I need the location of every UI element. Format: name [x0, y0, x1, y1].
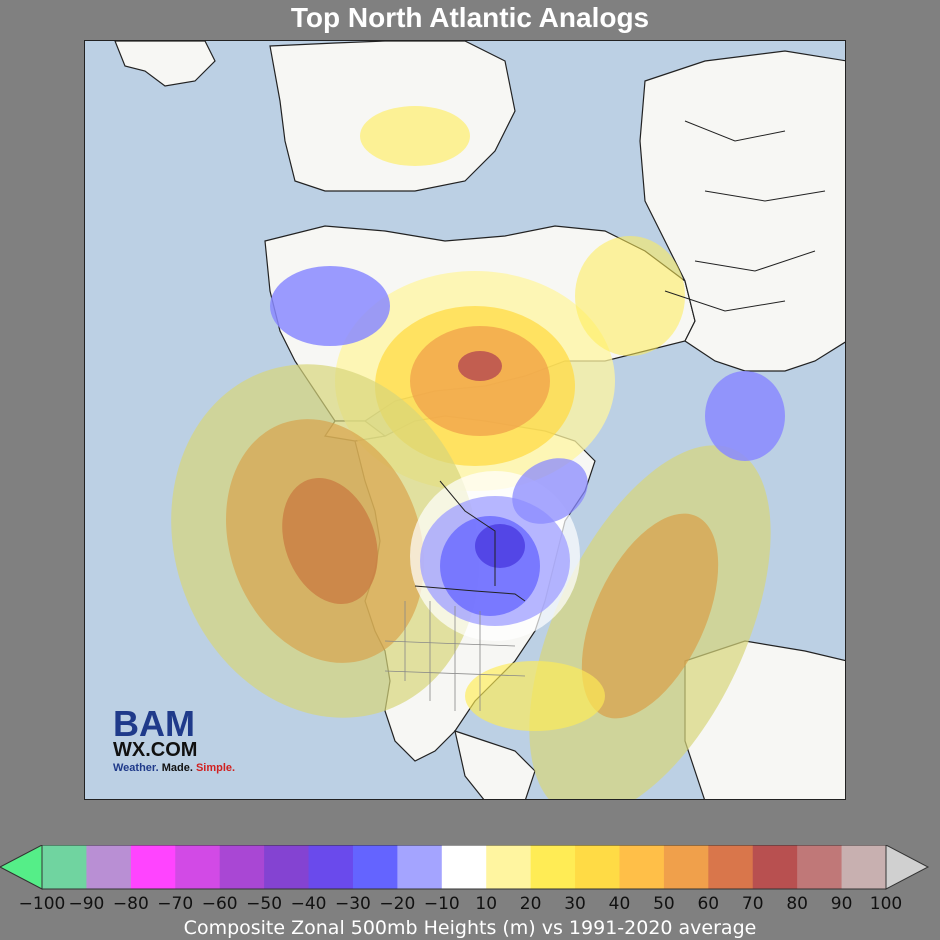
anomaly-map: BAM WX.COM Weather. Made. Simple.	[84, 40, 846, 800]
logo-tagline: Weather. Made. Simple.	[113, 762, 235, 774]
positive-anomalies	[171, 106, 771, 799]
logo-site: WX.COM	[113, 739, 197, 761]
colorbar-tick-label: −70	[157, 894, 194, 914]
colorbar-tick-label: −40	[290, 894, 327, 914]
colorbar-cell	[175, 845, 221, 889]
colorbar-cell	[397, 845, 443, 889]
canada-province-line	[439, 480, 496, 586]
bam-logo-graphic: BAM WX.COM Weather. Made. Simple.	[113, 703, 235, 774]
colorbar-cell	[575, 845, 620, 889]
colorbar-cell	[619, 845, 665, 889]
anomaly-hudson-40	[475, 524, 525, 568]
logo-brand: BAM	[113, 703, 195, 744]
colorbar-cell	[264, 845, 310, 889]
us-state-lines	[384, 601, 526, 711]
logo-tagline-weather: Weather.	[113, 762, 162, 774]
colorbar-cell	[486, 845, 532, 889]
colorbar-tick-label: −90	[68, 894, 105, 914]
anomaly-europe-10	[575, 236, 685, 356]
anomaly-greenland-10	[360, 106, 470, 166]
colorbar-tick-label: −100	[18, 894, 66, 914]
colorbar-cell	[708, 845, 754, 889]
colorbar-tick-label: 70	[741, 894, 764, 914]
colorbar-tick-label: 60	[697, 894, 720, 914]
negative-anomalies	[270, 266, 785, 641]
logo-tagline-made: Made.	[162, 762, 196, 774]
colorbar-tick-label: 10	[475, 894, 498, 914]
colorbar-cell	[308, 845, 354, 889]
colorbar-cell	[841, 845, 887, 889]
colorbar-tick-label: 20	[519, 894, 542, 914]
colorbar-low-extend	[0, 845, 43, 890]
anomaly-asia-20	[705, 371, 785, 461]
colorbar-cell	[797, 845, 843, 889]
colorbar-tick-label: −50	[246, 894, 283, 914]
colorbar-tick-label: 50	[653, 894, 675, 914]
bam-logo: BAM WX.COM Weather. Made. Simple.	[113, 701, 243, 776]
colorbar-tick-label: −80	[112, 894, 149, 914]
borders	[414, 120, 826, 602]
colorbar-cell	[663, 845, 709, 889]
arctic-islands	[114, 41, 216, 87]
colorbar-tick-label: 40	[608, 894, 631, 914]
logo-tagline-simple: Simple.	[196, 762, 235, 774]
colorbar-cell	[752, 845, 798, 889]
colorbar-cells	[41, 845, 887, 890]
anomaly-atlantic-30	[581, 513, 719, 719]
colorbar-high-extend	[885, 845, 930, 890]
colorbar	[0, 845, 930, 890]
anomaly-se-us-20	[465, 661, 605, 731]
anomaly-hudson-arm	[512, 458, 588, 524]
colorbar-tick-label: 30	[564, 894, 586, 914]
colorbar-cell	[130, 845, 176, 889]
colorbar-tick-label: −60	[201, 894, 238, 914]
anomaly-pacific-50	[282, 478, 378, 604]
colorbar-cell	[86, 845, 132, 889]
map-canvas	[85, 41, 845, 799]
central-america	[454, 730, 536, 799]
anomaly-arctic-70	[458, 351, 502, 381]
colorbar-caption: Composite Zonal 500mb Heights (m) vs 199…	[183, 917, 757, 939]
colorbar-tick-label: −30	[334, 894, 371, 914]
colorbar-cell	[530, 845, 576, 889]
colorbar-tick-label: −10	[423, 894, 460, 914]
colorbar-cell	[219, 845, 265, 889]
colorbar-cell	[441, 845, 487, 889]
europe-borders	[664, 120, 826, 312]
colorbar-tick-label: 80	[786, 894, 808, 914]
colorbar-cell	[42, 845, 87, 889]
anomaly-siberia-20	[270, 266, 390, 346]
europe	[639, 50, 845, 372]
map-title: Top North Atlantic Analogs	[290, 2, 650, 33]
colorbar-tick-label: −20	[379, 894, 416, 914]
colorbar-tick-label: 90	[830, 894, 853, 914]
us-canada-border	[414, 585, 526, 602]
colorbar-cell	[352, 845, 398, 889]
colorbar-tick-label: 100	[869, 894, 903, 914]
